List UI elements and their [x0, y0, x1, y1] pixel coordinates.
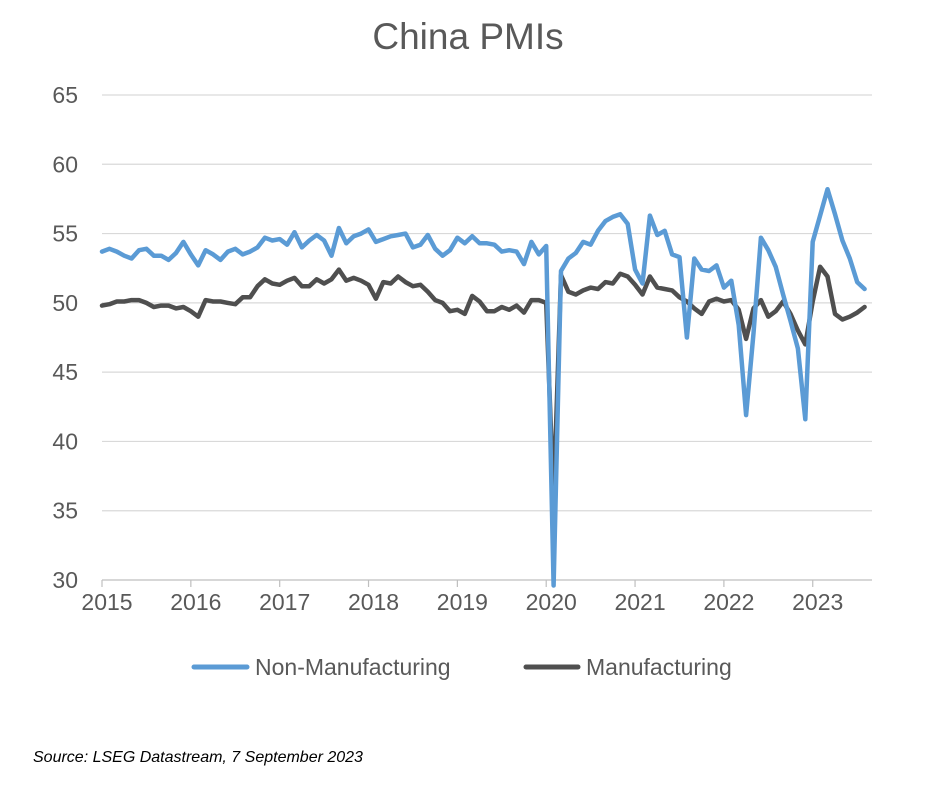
y-tick-label: 65: [52, 82, 78, 108]
x-tick-label: 2018: [348, 589, 399, 615]
legend-label-manufacturing: Manufacturing: [586, 654, 732, 680]
chart-title: China PMIs: [372, 16, 563, 57]
x-tick-label: 2019: [437, 589, 488, 615]
x-tick-label: 2017: [259, 589, 310, 615]
y-tick-label: 55: [52, 221, 78, 247]
x-tick-label: 2015: [81, 589, 132, 615]
series-line-non-manufacturing: [99, 186, 867, 588]
y-tick-label: 50: [52, 290, 78, 316]
x-axis: 2015 2016 2017 2018 2019 2020 2021 2022 2023: [81, 579, 872, 615]
y-tick-label: 35: [52, 498, 78, 524]
y-tick-label: 60: [52, 151, 78, 177]
x-tick-label: 2023: [792, 589, 843, 615]
legend: Non-Manufacturing Manufacturing: [191, 654, 732, 680]
x-tick-label: 2016: [170, 589, 221, 615]
x-tick-label: 2022: [703, 589, 754, 615]
y-tick-label: 30: [52, 567, 78, 593]
x-tick-label: 2021: [614, 589, 665, 615]
legend-label-non-manufacturing: Non-Manufacturing: [255, 654, 451, 680]
series-lines: [99, 186, 867, 588]
y-tick-label: 40: [52, 428, 78, 454]
x-tick-label: 2020: [526, 589, 577, 615]
y-tick-label: 45: [52, 359, 78, 385]
source-note: Source: LSEG Datastream, 7 September 202…: [33, 749, 363, 766]
y-axis-labels: 30 35 40 45 50 55 60 65: [52, 82, 78, 593]
